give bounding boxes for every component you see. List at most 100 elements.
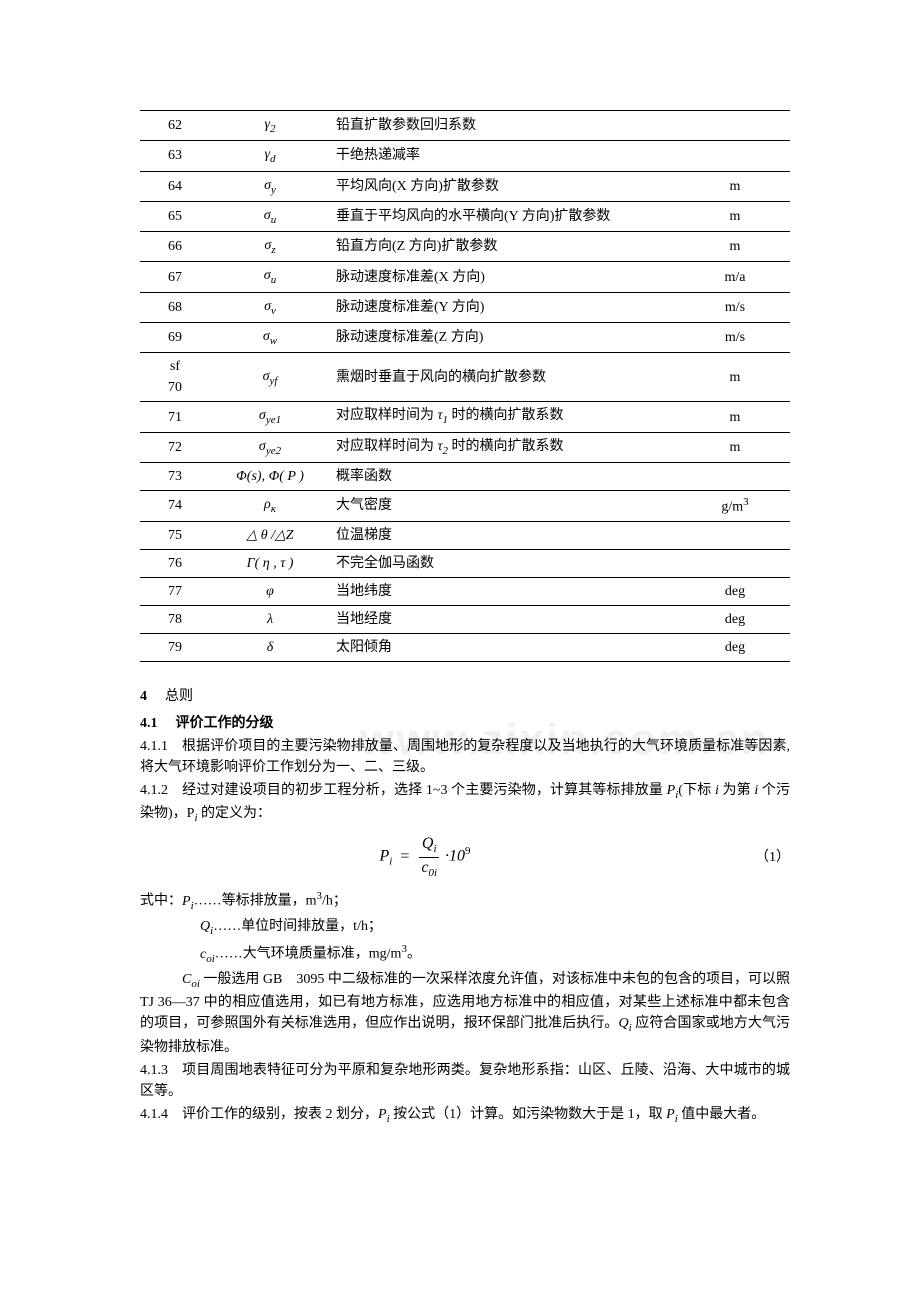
def-prefix: 式中： — [140, 894, 182, 909]
row-symbol: σz — [210, 232, 330, 262]
row-description: 对应取样时间为 τ1 时的横向扩散系数 — [330, 402, 680, 432]
row-symbol: σye2 — [210, 432, 330, 462]
row-description: 平均风向(X 方向)扩散参数 — [330, 171, 680, 201]
row-index: 69 — [140, 323, 210, 353]
row-unit — [680, 462, 790, 490]
text: ……大气环境质量标准，mg/m — [215, 947, 402, 962]
row-description: 铅直方向(Z 方向)扩散参数 — [330, 232, 680, 262]
row-description: 大气密度 — [330, 490, 680, 521]
exp: 9 — [465, 845, 471, 857]
var-Qi: Qi — [619, 1016, 632, 1031]
text: 。 — [407, 947, 421, 962]
var-Pi: Pi — [667, 783, 679, 798]
row-description: 不完全伽马函数 — [330, 549, 680, 577]
paragraph-4-1-3: 4.1.3 项目周围地表特征可分为平原和复杂地形两类。复杂地形系指：山区、丘陵、… — [140, 1060, 790, 1102]
row-index: 78 — [140, 605, 210, 633]
dot-ten: ·10 — [445, 848, 465, 865]
row-unit: m — [680, 353, 790, 402]
table-row: 62γ2铅直扩散参数回归系数 — [140, 111, 790, 141]
row-unit: deg — [680, 605, 790, 633]
row-symbol: ρκ — [210, 490, 330, 521]
numerator: Q — [422, 835, 434, 852]
table-row: 71σye1对应取样时间为 τ1 时的横向扩散系数m — [140, 402, 790, 432]
row-unit — [680, 521, 790, 549]
symbol-table: 62γ2铅直扩散参数回归系数63γd干绝热递减率64σy平均风向(X 方向)扩散… — [140, 110, 790, 662]
row-index: 66 — [140, 232, 210, 262]
row-symbol: φ — [210, 577, 330, 605]
row-description: 脉动速度标准差(Y 方向) — [330, 292, 680, 322]
paragraph-4-1-4: 4.1.4 评价工作的级别，按表 2 划分，Pi 按公式（1）计算。如污染物数大… — [140, 1104, 790, 1127]
table-row: 77φ当地纬度deg — [140, 577, 790, 605]
row-symbol: σw — [210, 323, 330, 353]
row-index: 64 — [140, 171, 210, 201]
table-row: 67σu脉动速度标准差(X 方向)m/a — [140, 262, 790, 292]
table-row: 64σy平均风向(X 方向)扩散参数m — [140, 171, 790, 201]
row-symbol: λ — [210, 605, 330, 633]
paragraph-coi: Coi 一般选用 GB 3095 中二级标准的一次采样浓度允许值，对该标准中未包… — [140, 969, 790, 1058]
row-symbol: Γ( η , τ ) — [210, 549, 330, 577]
var-Pi: Pi — [666, 1107, 678, 1122]
formula-1: Pi = Qi c0i ·109 （1） — [140, 834, 790, 880]
row-symbol: σyf — [210, 353, 330, 402]
row-description: 铅直扩散参数回归系数 — [330, 111, 680, 141]
text: 4.1.2 经过对建设项目的初步工程分析，选择 1~3 个主要污染物，计算其等标… — [140, 783, 667, 798]
row-unit: m — [680, 232, 790, 262]
text: (下标 — [678, 783, 715, 798]
var-Qi: Qi — [200, 919, 213, 934]
row-symbol: σy — [210, 171, 330, 201]
formula-lhs: P — [379, 848, 389, 865]
row-index: 77 — [140, 577, 210, 605]
row-unit: deg — [680, 577, 790, 605]
equals: = — [400, 848, 409, 865]
definition-c: coi……大气环境质量标准，mg/m3。 — [140, 941, 790, 967]
row-description: 位温梯度 — [330, 521, 680, 549]
row-unit: m — [680, 402, 790, 432]
row-symbol: Φ(s), Φ( P ) — [210, 462, 330, 490]
table-row: 73Φ(s), Φ( P )概率函数 — [140, 462, 790, 490]
row-unit: m — [680, 171, 790, 201]
subsection-number: 4.1 — [140, 716, 158, 731]
row-unit: m/s — [680, 292, 790, 322]
row-symbol: △ θ /△Z — [210, 521, 330, 549]
row-unit: m — [680, 432, 790, 462]
subsection-title: 评价工作的分级 — [176, 716, 274, 731]
var-Coi: Coi — [182, 972, 200, 987]
row-description: 熏烟时垂直于风向的横向扩散参数 — [330, 353, 680, 402]
table-row: 74ρκ大气密度g/m3 — [140, 490, 790, 521]
row-index: 67 — [140, 262, 210, 292]
var-Pi: Pi — [378, 1107, 390, 1122]
row-description: 脉动速度标准差(X 方向) — [330, 262, 680, 292]
row-symbol: σye1 — [210, 402, 330, 432]
text: 的定义为： — [198, 806, 272, 821]
row-unit: g/m3 — [680, 490, 790, 521]
table-row: 75△ θ /△Z位温梯度 — [140, 521, 790, 549]
text: ……单位时间排放量，t/h； — [213, 919, 382, 934]
formula-sub: i — [389, 856, 392, 868]
text: 为第 — [719, 783, 755, 798]
row-description: 概率函数 — [330, 462, 680, 490]
row-index: 62 — [140, 111, 210, 141]
section-number: 4 — [140, 689, 147, 704]
table-row: 66σz铅直方向(Z 方向)扩散参数m — [140, 232, 790, 262]
row-index: 79 — [140, 633, 210, 661]
num-sub: i — [433, 843, 436, 855]
row-index: 76 — [140, 549, 210, 577]
row-unit: m/a — [680, 262, 790, 292]
text: ……等标排放量，m — [194, 894, 317, 909]
row-symbol: σv — [210, 292, 330, 322]
row-symbol: σu — [210, 262, 330, 292]
table-row: 72σye2对应取样时间为 τ2 时的横向扩散系数m — [140, 432, 790, 462]
row-unit: deg — [680, 633, 790, 661]
fraction: Qi c0i — [419, 834, 439, 880]
row-unit: m/s — [680, 323, 790, 353]
row-index: 71 — [140, 402, 210, 432]
text: /h； — [322, 894, 347, 909]
row-unit — [680, 141, 790, 171]
text: 按公式（1）计算。如污染物数大于是 1，取 — [390, 1107, 667, 1122]
table-row: 78λ当地经度deg — [140, 605, 790, 633]
row-symbol: σu — [210, 201, 330, 231]
table-row: 65σu垂直于平均风向的水平横向(Y 方向)扩散参数m — [140, 201, 790, 231]
paragraph-4-1-2: 4.1.2 经过对建设项目的初步工程分析，选择 1~3 个主要污染物，计算其等标… — [140, 780, 790, 827]
definition-P: 式中：Pi……等标排放量，m3/h； — [140, 888, 790, 914]
row-index: sf70 — [140, 353, 210, 402]
